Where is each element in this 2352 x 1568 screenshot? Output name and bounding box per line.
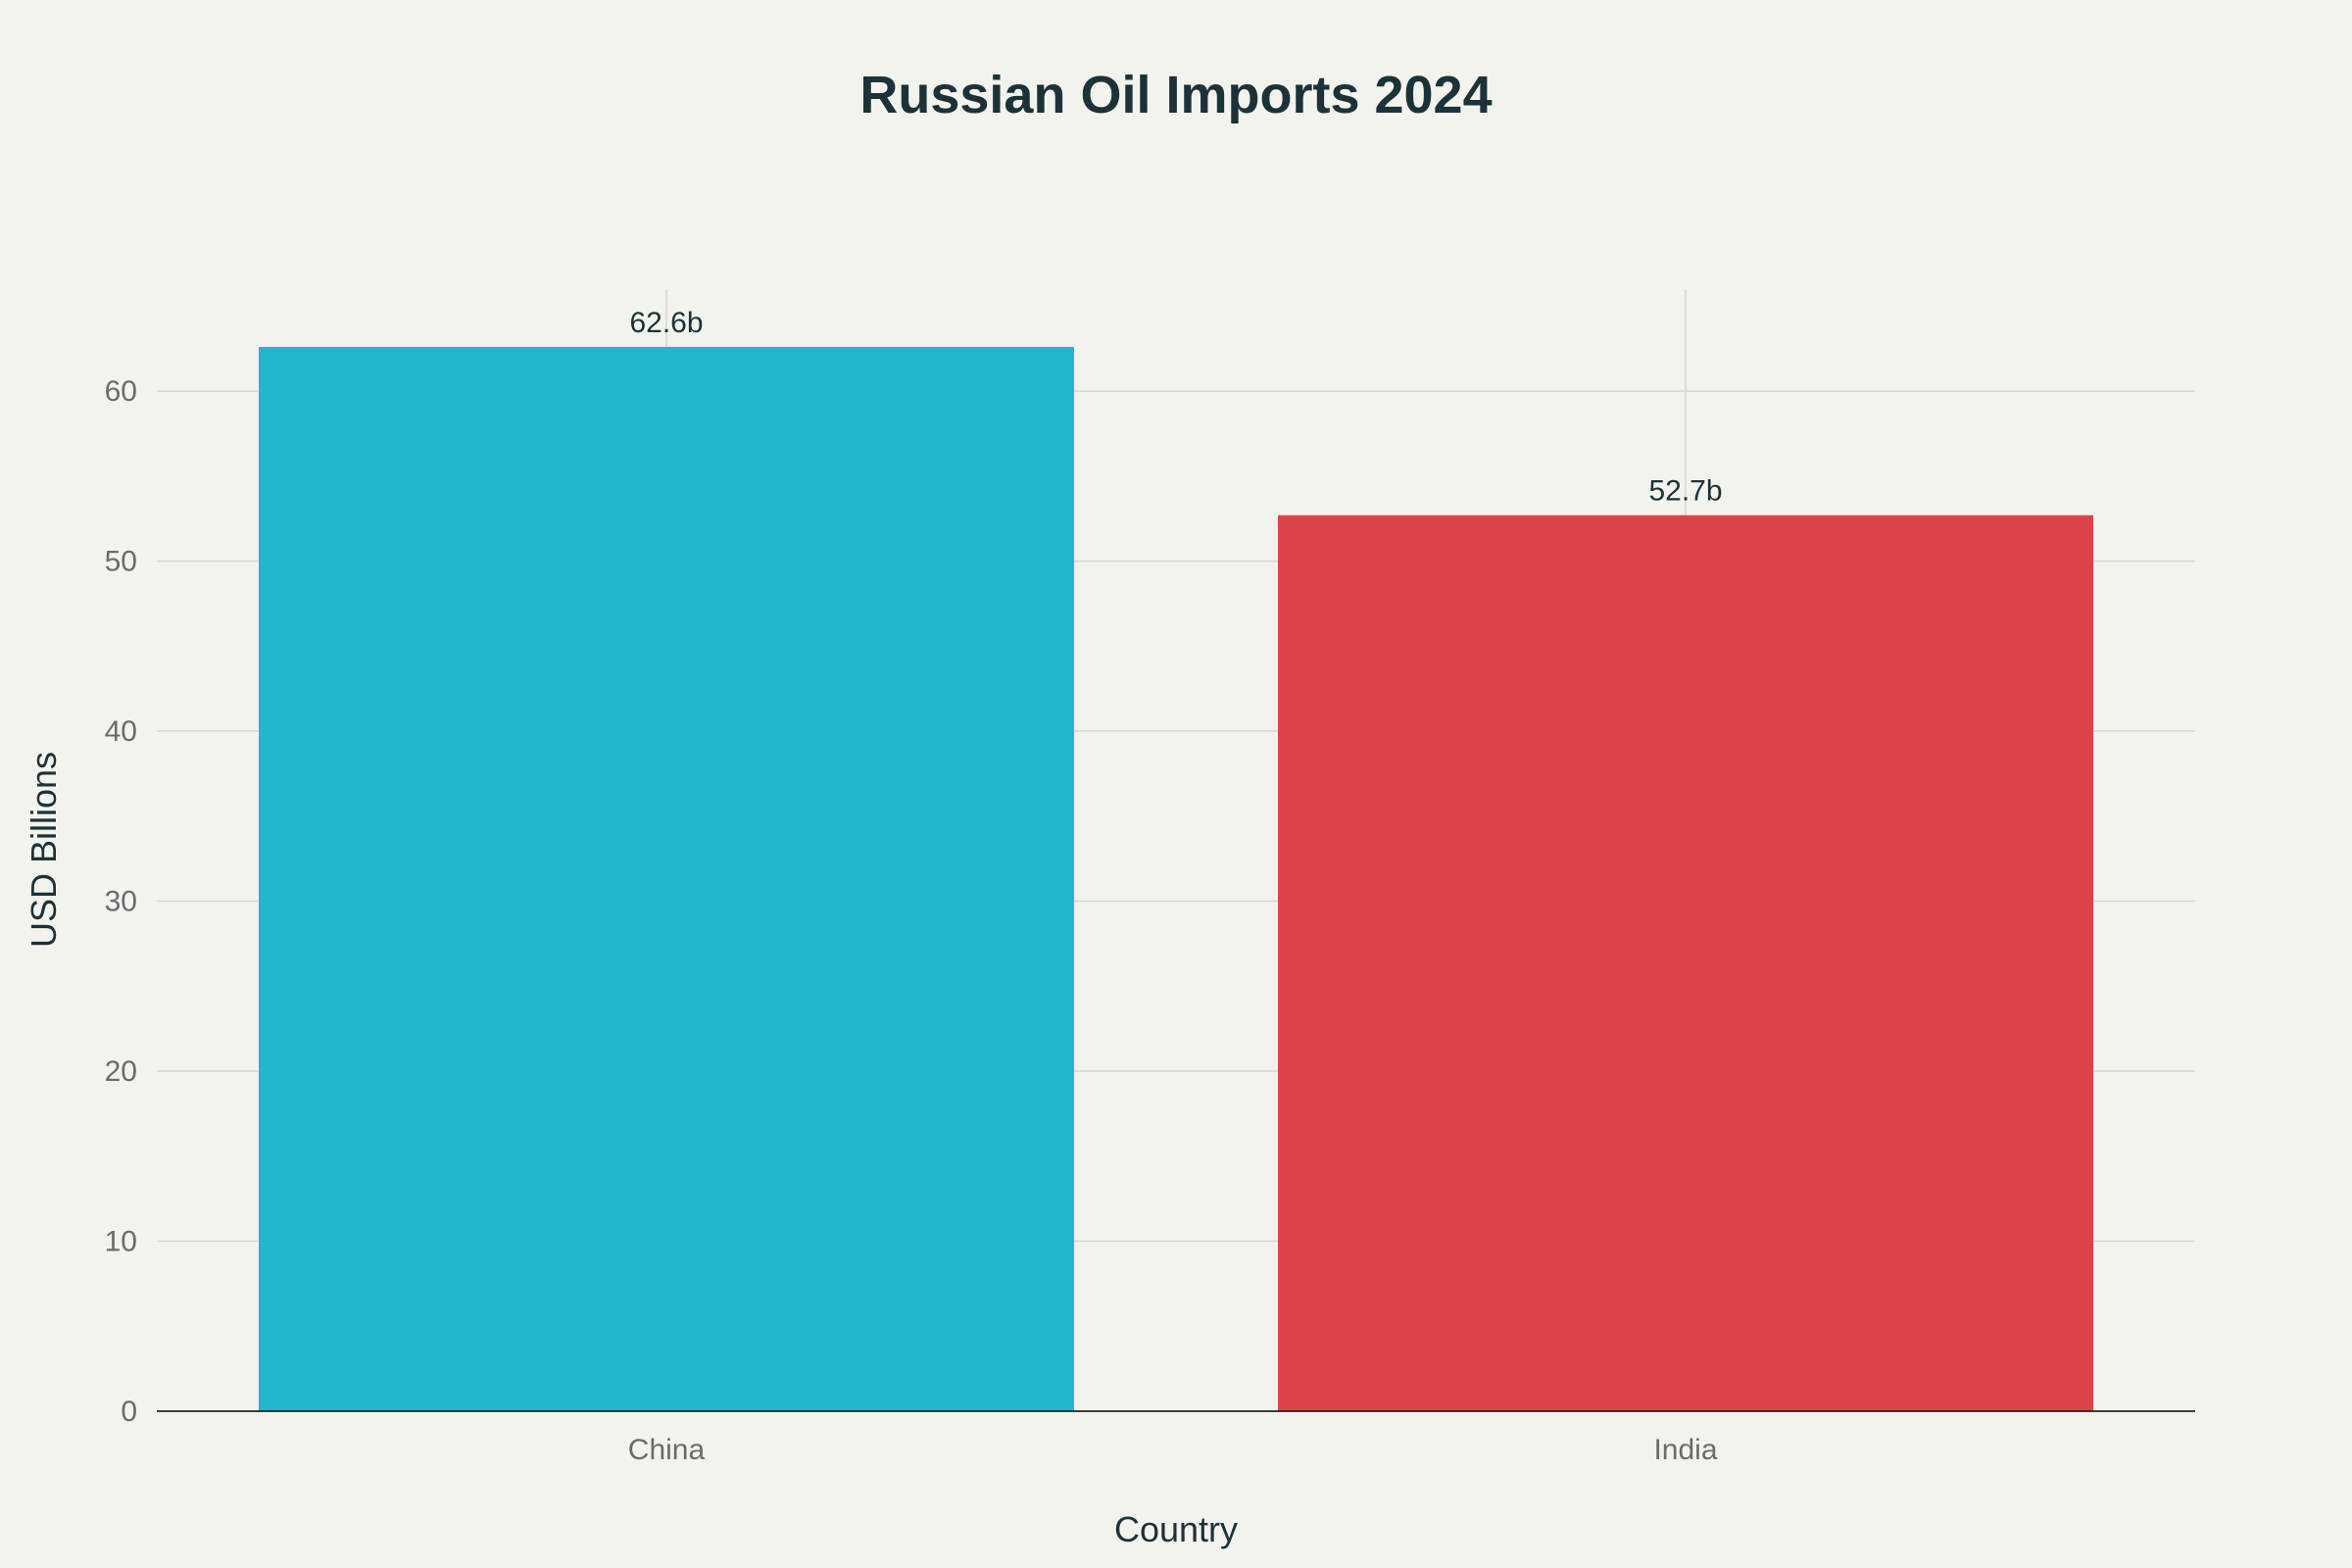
x-tick-label: India xyxy=(1653,1434,1717,1466)
y-tick-label: 60 xyxy=(105,375,137,408)
bar-india xyxy=(1278,514,2093,1411)
y-tick-label: 10 xyxy=(105,1226,137,1258)
x-tick-label: China xyxy=(628,1434,706,1466)
bar-value-label: 52.7b xyxy=(1648,475,1722,508)
bar-value-label: 62.6b xyxy=(629,307,703,339)
chart-title: Russian Oil Imports 2024 xyxy=(859,66,1492,124)
y-tick-label: 20 xyxy=(105,1055,137,1088)
bars: 62.6b 52.7b xyxy=(259,307,2093,1411)
y-axis-ticks: 0 10 20 30 40 50 60 xyxy=(105,375,137,1428)
y-tick-label: 50 xyxy=(105,546,137,578)
y-tick-label: 30 xyxy=(105,886,137,918)
y-axis-title: USD Billions xyxy=(24,752,64,948)
y-tick-label: 40 xyxy=(105,715,137,748)
bar-china xyxy=(259,346,1074,1411)
x-axis-ticks: China India xyxy=(628,1434,1718,1466)
x-axis-title: Country xyxy=(1114,1509,1238,1549)
y-tick-label: 0 xyxy=(121,1396,137,1428)
